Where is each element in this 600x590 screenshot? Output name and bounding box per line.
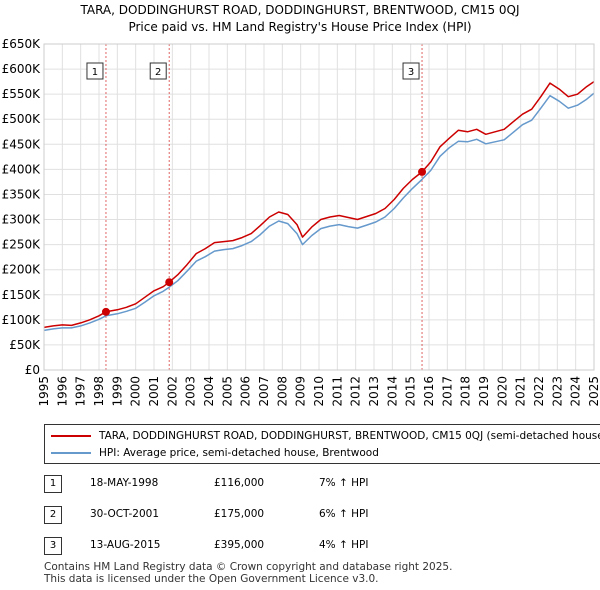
transaction-hpi: 6% ↑ HPI	[319, 508, 369, 520]
price-chart: 1 2 3 £0 £50K £100K £150K £200K £250K £300K £350K…	[2, 37, 600, 407]
x-tick-label: 2015	[404, 376, 418, 407]
x-tick-label: 2005	[220, 376, 234, 407]
x-tick-label: 2009	[294, 376, 308, 407]
x-tick-label: 1999	[110, 376, 124, 407]
x-tick-label: 2014	[385, 376, 399, 407]
x-tick-label: 2003	[184, 376, 198, 407]
x-tick-label: 1997	[74, 376, 88, 407]
transaction-date: 30-OCT-2001	[90, 508, 159, 520]
footer: Contains HM Land Registry data © Crown c…	[44, 561, 452, 585]
series-line-property	[43, 80, 595, 329]
transaction-hpi: 4% ↑ HPI	[319, 539, 369, 551]
y-tick-label: £0	[25, 363, 40, 377]
x-tick-label: 2002	[165, 376, 179, 407]
y-tick-label: £600K	[2, 62, 42, 76]
transaction-hpi: 7% ↑ HPI	[319, 477, 369, 489]
y-tick-label: £350K	[2, 187, 42, 201]
sale-point	[418, 167, 427, 176]
transaction-date: 18-MAY-1998	[90, 477, 159, 489]
transaction-marker: 3	[44, 537, 62, 555]
x-tick-label: 2013	[367, 376, 381, 407]
sale-marker-box	[402, 62, 420, 80]
y-tick-label: £450K	[2, 137, 42, 151]
footer-copyright: Contains HM Land Registry data © Crown c…	[44, 561, 453, 573]
legend-label-hpi: HPI: Average price, semi-detached house,…	[99, 447, 379, 459]
x-tick-label: 2022	[532, 376, 546, 407]
legend-label-property: TARA, DODDINGHURST ROAD, DODDINGHURST, B…	[99, 430, 600, 442]
x-tick-label: 2008	[275, 376, 289, 407]
x-tick-label: 2020	[495, 376, 509, 407]
footer-licence: This data is licensed under the Open Gov…	[44, 573, 379, 585]
x-tick-label: 1996	[55, 376, 69, 407]
x-tick-label: 2007	[257, 376, 271, 407]
x-tick-label: 2006	[239, 376, 253, 407]
sale-marker-box	[149, 62, 167, 80]
y-tick-label: £650K	[2, 37, 42, 51]
plot-area	[43, 43, 595, 371]
x-tick-label: 2011	[330, 376, 344, 407]
sale-marker-box	[86, 62, 104, 80]
sale-point	[101, 307, 110, 316]
chart-subtitle: Price paid vs. HM Land Registry's House …	[128, 20, 472, 34]
x-tick-label: 2023	[550, 376, 564, 407]
legend-item-hpi: HPI: Average price, semi-detached house,…	[51, 445, 379, 461]
y-tick-label: £100K	[2, 313, 42, 327]
y-tick-label: £550K	[2, 87, 42, 101]
y-tick-label: £400K	[2, 162, 42, 176]
chart-title-address: TARA, DODDINGHURST ROAD, DODDINGHURST, B…	[80, 3, 520, 17]
y-tick-label: £50K	[9, 338, 41, 352]
transaction-price: £116,000	[214, 477, 265, 489]
y-tick-label: £500K	[2, 112, 42, 126]
transaction-marker: 2	[44, 506, 62, 524]
transaction-marker: 1	[44, 475, 62, 493]
x-tick-label: 2017	[440, 376, 454, 407]
x-tick-label: 2012	[349, 376, 363, 407]
legend-line-property	[51, 435, 91, 437]
x-tick-label: 2025	[587, 376, 600, 407]
x-tick-label: 2021	[514, 376, 528, 407]
x-tick-label: 2000	[129, 376, 143, 407]
x-tick-label: 1998	[92, 376, 106, 407]
x-tick-label: 2010	[312, 376, 326, 407]
sale-point	[165, 278, 174, 287]
transaction-price: £175,000	[214, 508, 265, 520]
legend-line-hpi	[51, 452, 91, 454]
x-tick-label: 2018	[459, 376, 473, 407]
y-tick-label: £300K	[2, 213, 42, 227]
sale-marker-label: 2	[155, 67, 161, 78]
x-tick-label: 2019	[477, 376, 491, 407]
transaction-price: £395,000	[214, 539, 265, 551]
sale-marker-label: 1	[92, 67, 98, 78]
transaction-date: 13-AUG-2015	[90, 539, 161, 551]
legend-item-property: TARA, DODDINGHURST ROAD, DODDINGHURST, B…	[51, 428, 600, 444]
x-tick-label: 2001	[147, 376, 161, 407]
x-tick-label: 1995	[37, 376, 51, 407]
sale-marker-label: 3	[408, 67, 414, 78]
y-tick-label: £250K	[2, 238, 42, 252]
y-tick-label: £200K	[2, 263, 42, 277]
x-tick-label: 2016	[422, 376, 436, 407]
series-line-hpi	[43, 92, 595, 332]
x-tick-label: 2004	[202, 376, 216, 407]
x-tick-label: 2024	[569, 376, 583, 407]
y-tick-label: £150K	[2, 288, 42, 302]
legend: TARA, DODDINGHURST ROAD, DODDINGHURST, B…	[44, 424, 600, 464]
